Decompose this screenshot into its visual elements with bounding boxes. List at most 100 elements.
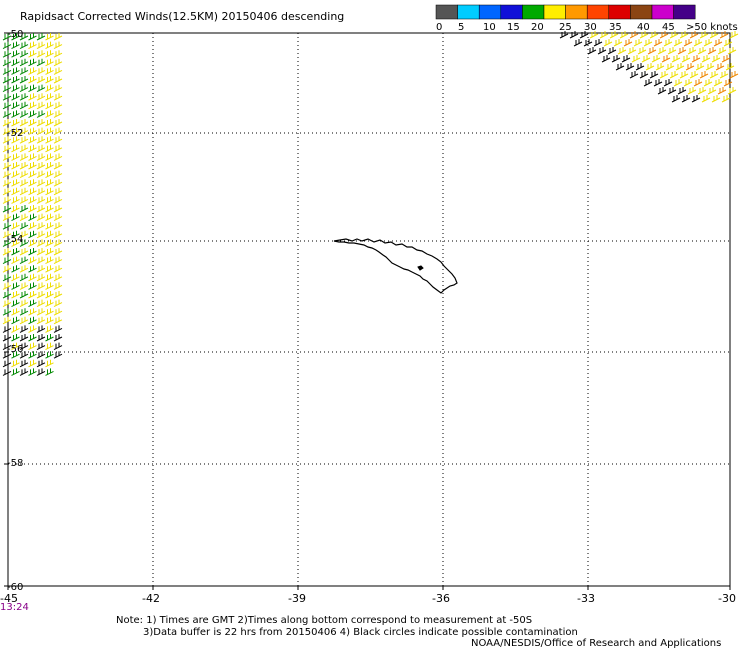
wind-barb	[11, 248, 20, 256]
wind-barb	[45, 101, 54, 110]
wind-barb	[45, 316, 54, 325]
wind-barb	[11, 213, 20, 222]
wind-barb	[36, 187, 46, 196]
wind-barb	[559, 31, 569, 39]
wind-barb	[629, 71, 639, 79]
wind-barb	[19, 136, 29, 144]
wind-barb	[2, 342, 12, 351]
wind-barb	[2, 67, 12, 75]
wind-barb	[11, 299, 20, 308]
wind-barb	[36, 368, 46, 376]
legend-swatch	[630, 4, 653, 20]
wind-barb	[36, 127, 46, 136]
wind-barb	[693, 79, 703, 87]
note-line-3: NOAA/NESDIS/Office of Research and Appli…	[471, 638, 722, 649]
wind-barb	[621, 55, 631, 63]
wind-barb	[45, 359, 54, 368]
wind-barb	[36, 359, 46, 368]
wind-barb	[2, 291, 12, 299]
wind-barb	[53, 342, 63, 351]
lat-label: -54	[7, 234, 23, 245]
wind-barb	[717, 87, 727, 95]
wind-barb	[11, 359, 20, 368]
wind-barb	[45, 33, 54, 41]
legend-label: 40	[637, 22, 650, 33]
wind-barb	[727, 87, 737, 95]
wind-barb	[28, 265, 37, 273]
wind-barb	[589, 31, 599, 39]
wind-barb	[697, 87, 707, 95]
wind-barb	[36, 342, 46, 351]
wind-barb	[11, 67, 20, 75]
wind-barb	[2, 222, 12, 230]
note-line-2: 3)Data buffer is 22 hrs from 20150406 4)…	[143, 627, 578, 638]
wind-barb	[2, 256, 12, 265]
wind-barb	[36, 119, 46, 127]
wind-barb	[36, 205, 46, 213]
wind-barb	[2, 308, 12, 316]
wind-barb	[687, 47, 697, 55]
wind-barb	[19, 196, 29, 204]
wind-barb	[2, 136, 12, 144]
wind-barb	[11, 342, 20, 351]
wind-barb	[11, 170, 20, 179]
wind-barb	[36, 222, 46, 230]
legend-swatch	[543, 4, 566, 20]
wind-barb	[707, 87, 717, 95]
wind-barb	[28, 291, 37, 299]
wind-barb	[19, 162, 29, 170]
wind-barb	[36, 273, 46, 282]
wind-barb	[11, 84, 20, 93]
lat-label: -58	[7, 458, 23, 469]
wind-barb	[673, 79, 683, 87]
legend-swatch	[478, 4, 502, 20]
wind-barb	[53, 334, 63, 342]
wind-barb	[727, 47, 737, 55]
wind-barb	[45, 256, 54, 265]
wind-barb	[663, 79, 673, 87]
wind-barb	[729, 31, 739, 39]
wind-barb	[36, 67, 46, 75]
wind-barb	[2, 325, 12, 333]
wind-barb	[19, 127, 29, 136]
wind-barb	[19, 291, 29, 299]
map-title: Rapidsact Corrected Winds(12.5KM) 201504…	[20, 10, 344, 23]
wind-barb	[45, 119, 54, 127]
wind-barb	[699, 31, 709, 39]
wind-barb	[679, 31, 689, 39]
wind-barb	[53, 273, 63, 282]
wind-barb	[28, 368, 37, 376]
wind-barb	[36, 84, 46, 93]
wind-barb	[2, 101, 12, 110]
wind-barb	[19, 222, 29, 230]
wind-barb	[723, 79, 733, 87]
wind-barb	[19, 179, 29, 187]
wind-barb	[53, 187, 63, 196]
legend-label: 15	[507, 22, 520, 33]
wind-barb	[667, 47, 677, 55]
wind-barb	[2, 170, 12, 179]
wind-barb	[623, 39, 633, 47]
wind-barb	[625, 63, 635, 71]
wind-barb	[19, 84, 29, 93]
legend-label: 20	[531, 22, 544, 33]
wind-barb	[673, 39, 683, 47]
wind-barb	[713, 79, 723, 87]
wind-barb	[36, 162, 46, 170]
wind-barb	[729, 71, 739, 79]
wind-barb	[629, 31, 639, 39]
wind-barb	[2, 368, 12, 376]
wind-barb	[45, 127, 54, 136]
wind-barb	[2, 273, 12, 282]
wind-barb	[53, 144, 63, 153]
wind-barb	[45, 291, 54, 299]
wind-barb	[599, 31, 609, 39]
wind-barb	[715, 63, 725, 71]
wind-barb	[719, 31, 729, 39]
wind-barb	[695, 63, 705, 71]
wind-barb	[19, 153, 29, 161]
wind-barb	[11, 325, 20, 333]
wind-barb	[28, 119, 37, 127]
wind-barb	[683, 39, 693, 47]
wind-barb	[2, 33, 12, 41]
